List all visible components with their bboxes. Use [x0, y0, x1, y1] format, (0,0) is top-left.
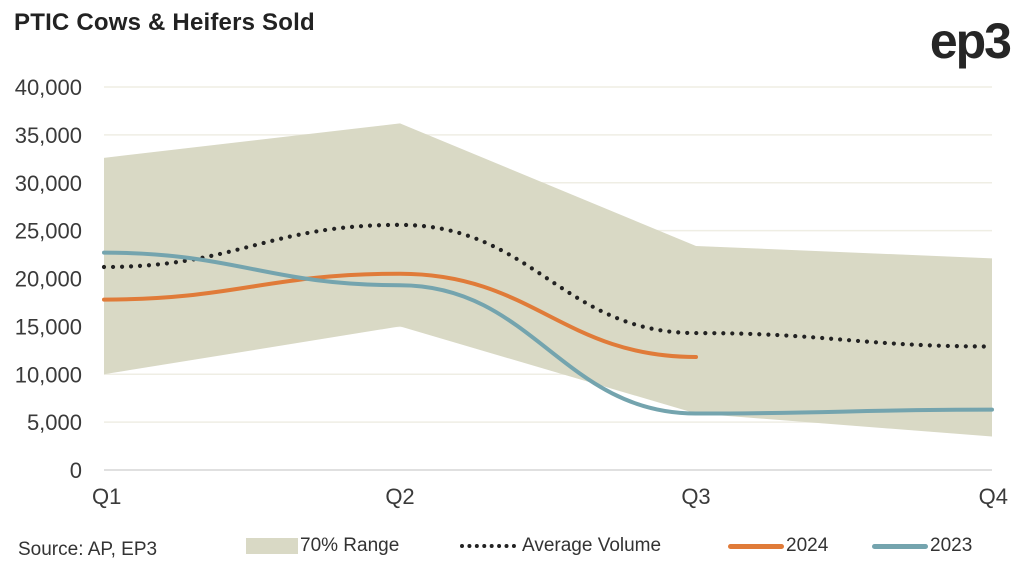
source-note: Source: AP, EP3 — [18, 539, 158, 560]
y-tick-label: 5,000 — [27, 410, 82, 435]
legend-swatch-2024 — [728, 543, 784, 549]
series-line-average-volume — [101, 222, 995, 349]
x-tick-label: Q1 — [92, 484, 121, 509]
ep3-logo: ep3 — [929, 13, 1012, 69]
y-tick-label: 25,000 — [15, 219, 82, 244]
y-tick-label: 15,000 — [15, 314, 82, 339]
y-tick-label: 10,000 — [15, 362, 82, 387]
series-line-2024 — [102, 271, 698, 360]
x-tick-label: Q2 — [385, 484, 414, 509]
y-tick-label: 30,000 — [15, 171, 82, 196]
legend-swatch-2023 — [872, 543, 928, 549]
legend: Source: AP, EP3 70% Range Average Volume… — [0, 533, 1024, 561]
chart-title: PTIC Cows & Heifers Sold — [14, 9, 315, 36]
legend-label-2024: 2024 — [786, 535, 829, 556]
series-line-2023 — [102, 250, 994, 416]
x-tick-label: Q4 — [979, 484, 1008, 509]
legend-swatch-average — [460, 544, 516, 548]
chart-plot: 0 5,000 10,000 15,000 20,000 25,000 30,000 35,0… — [15, 75, 1008, 509]
x-axis-ticks: Q1 Q2 Q3 Q4 — [92, 484, 1008, 509]
y-tick-label: 0 — [70, 458, 82, 483]
legend-item-average: Average Volume — [460, 535, 661, 557]
legend-item-range: 70% Range — [246, 535, 399, 557]
y-tick-label: 40,000 — [15, 75, 82, 100]
y-tick-label: 20,000 — [15, 267, 82, 292]
legend-item-2024: 2024 — [728, 535, 828, 557]
legend-label-average: Average Volume — [522, 535, 662, 556]
series-lines — [101, 222, 995, 416]
legend-item-2023: 2023 — [872, 535, 972, 557]
x-tick-label: Q3 — [681, 484, 710, 509]
legend-swatch-range — [246, 538, 298, 554]
y-axis-ticks: 0 5,000 10,000 15,000 20,000 25,000 30,000 35,0… — [15, 75, 82, 483]
legend-label-2023: 2023 — [930, 535, 973, 556]
legend-label-range: 70% Range — [300, 535, 400, 556]
y-tick-label: 35,000 — [15, 123, 82, 148]
